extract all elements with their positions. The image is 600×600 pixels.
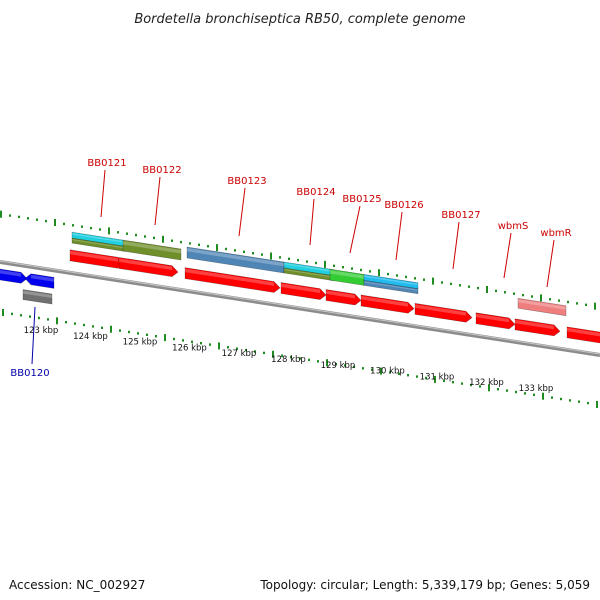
feature-steel-track — [363, 280, 419, 295]
cds-arrow-plus-9 — [514, 318, 561, 337]
leader-line — [546, 239, 555, 288]
cds-arrow-plus-5-shine — [326, 290, 355, 299]
leader-line — [31, 306, 36, 365]
scale-label: 133 kbp — [519, 384, 554, 394]
feature-steel-block-shine — [187, 247, 284, 267]
feature-tracks — [0, 231, 600, 344]
feature-cyan-track-2-shine — [284, 263, 334, 273]
feature-olive-block — [122, 239, 182, 261]
scale-label: 130 kbp — [370, 367, 405, 377]
scale-label: 128 kbp — [271, 355, 306, 365]
gene-label-bb0121: BB0121 — [87, 158, 126, 169]
cds-arrow-plus-5 — [325, 289, 362, 306]
backbone-line — [0, 260, 600, 357]
gene-label-bb0127: BB0127 — [441, 210, 480, 221]
cds-arrow-minus-1-shine — [0, 270, 21, 277]
scale-label: 125 kbp — [123, 338, 158, 348]
cds-arrow-plus-10 — [566, 326, 600, 344]
feature-steel-track-shine — [364, 281, 418, 291]
cds-arrow-plus-2 — [118, 257, 179, 277]
tick-marks — [0, 210, 598, 408]
cds-arrow-plus-6 — [360, 294, 415, 314]
map-title: Bordetella bronchiseptica RB50, complete… — [134, 12, 465, 27]
gene-label-bb0125: BB0125 — [342, 194, 381, 205]
cds-arrow-plus-8-shine — [476, 313, 509, 323]
feature-lightblue-track-shine — [364, 275, 418, 286]
gene-label-bb0122: BB0122 — [142, 165, 181, 176]
cds-arrow-plus-9-shine — [515, 319, 554, 330]
cds-arrow-plus-3-shine — [185, 268, 274, 286]
leader-line — [238, 187, 246, 237]
feature-olive-block-shine — [123, 241, 181, 254]
feature-pink-block-shine — [518, 299, 566, 310]
cds-arrow-minus-2-shine — [31, 274, 54, 282]
gene-label-bb0124: BB0124 — [296, 187, 335, 198]
leader-line — [349, 205, 361, 254]
cds-arrow-plus-10-shine — [567, 327, 600, 337]
feature-gray-block-shine — [23, 290, 52, 299]
cds-arrow-plus-4-shine — [281, 283, 320, 293]
gene-label-bb0123: BB0123 — [227, 176, 266, 187]
cds-arrow-plus-4 — [280, 282, 327, 300]
cds-arrow-plus-7 — [414, 302, 473, 323]
accession-text: Accession: NC_002927 — [9, 578, 146, 592]
gene-label-wbmr: wbmR — [540, 228, 571, 239]
gene-label-wbms: wbmS — [498, 221, 529, 232]
cds-arrow-plus-8 — [475, 312, 516, 330]
feature-pink-block — [517, 297, 567, 317]
cds-arrow-plus-3 — [184, 267, 281, 293]
scale-label: 131 kbp — [420, 372, 455, 382]
cds-arrow-plus-6-shine — [361, 295, 408, 307]
gene-label-bb0126: BB0126 — [384, 200, 423, 211]
backbone-highlight — [0, 260, 600, 355]
feature-cyan-track-shine — [72, 233, 124, 243]
leader-line — [395, 211, 403, 261]
leader-line — [309, 198, 315, 246]
cds-arrow-plus-1-shine — [70, 250, 118, 262]
genome-summary-text: Topology: circular; Length: 5,339,179 bp… — [260, 578, 590, 592]
cds-arrow-minus-2 — [24, 273, 55, 289]
cds-arrow-plus-2-shine — [119, 258, 172, 271]
leader-line — [154, 176, 161, 226]
cds-arrow-minus-1 — [0, 268, 28, 284]
genome-backbone — [0, 260, 600, 357]
leader-line — [503, 232, 512, 279]
feature-green-block-shine — [330, 270, 364, 279]
feature-olive-track-2-shine — [284, 269, 334, 278]
feature-olive-track-shine — [72, 239, 124, 249]
scale-label: 127 kbp — [222, 349, 257, 359]
scale-labels: 123 kbp 124 kbp 125 kbp 126 kbp 127 kbp 128 k… — [24, 326, 554, 394]
scale-label: 129 kbp — [321, 361, 356, 371]
gene-label-bb0120: BB0120 — [10, 368, 49, 379]
scale-label: 126 kbp — [172, 343, 207, 353]
cds-arrow-plus-7-shine — [415, 304, 466, 316]
scale-label: 123 kbp — [24, 326, 59, 336]
leader-line — [452, 221, 460, 270]
feature-gray-block — [22, 289, 53, 305]
scale-label: 124 kbp — [73, 332, 108, 342]
leader-line — [100, 169, 106, 218]
scale-label: 132 kbp — [469, 378, 504, 388]
